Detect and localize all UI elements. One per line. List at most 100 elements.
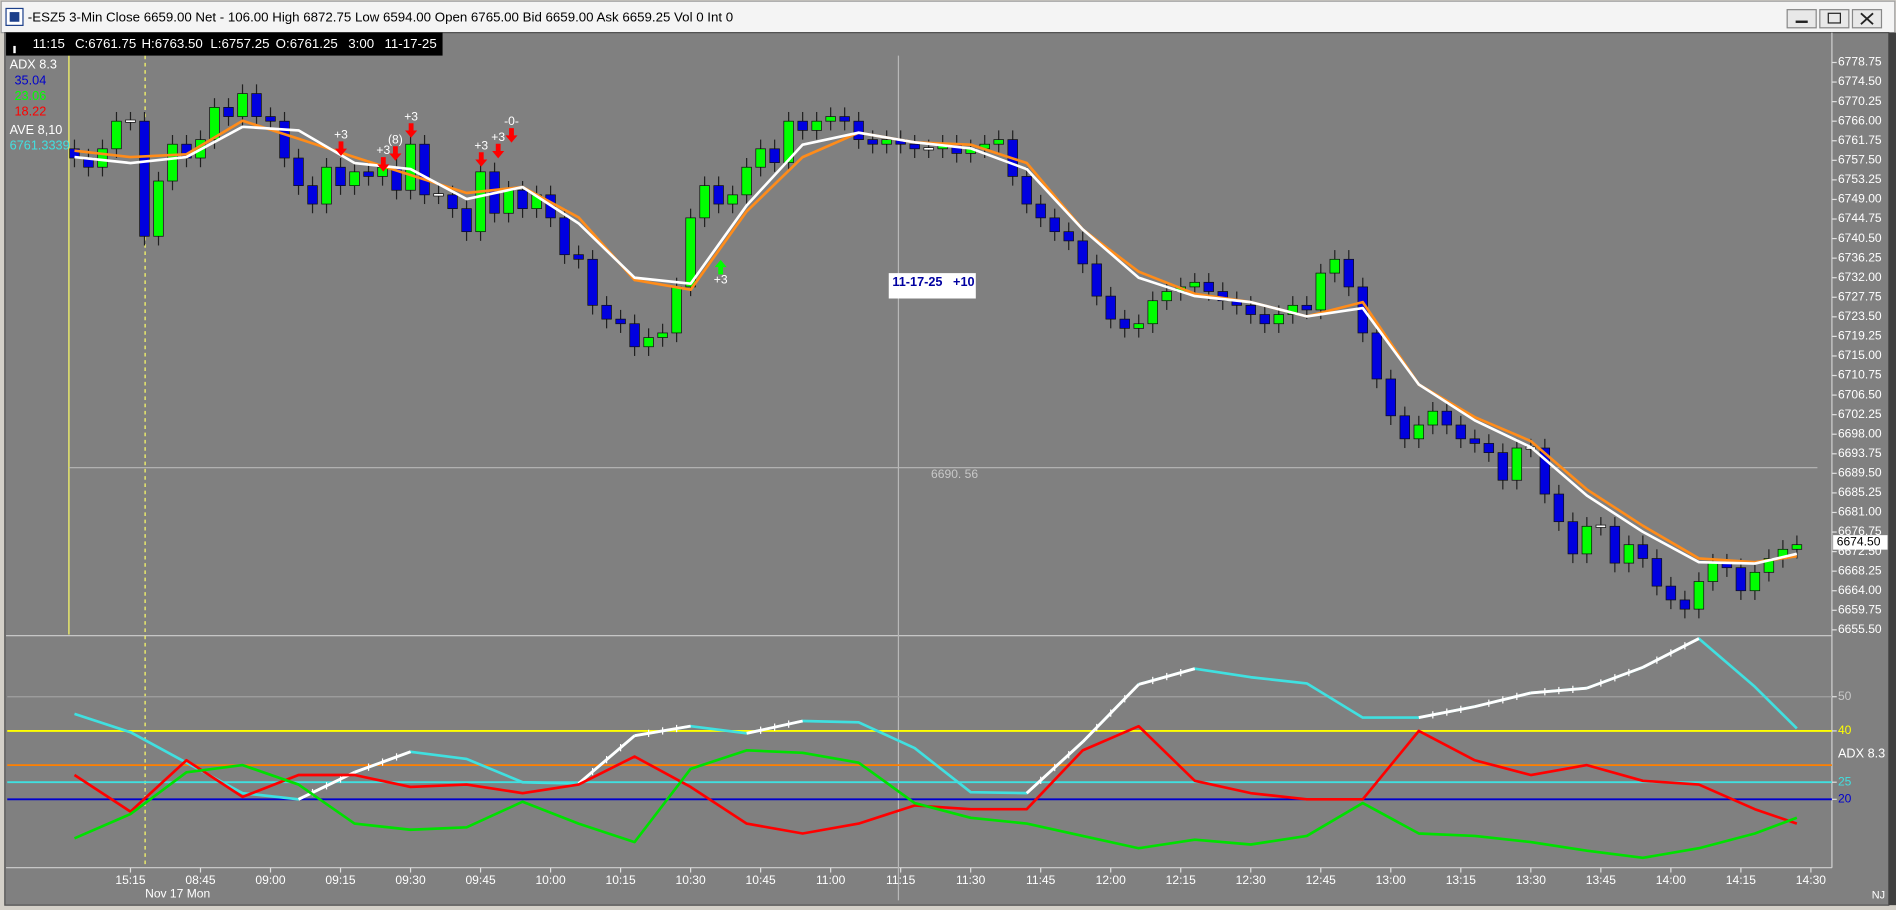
y-tick-label: 6723.50: [1838, 309, 1882, 323]
candle-body: [1427, 410, 1439, 426]
x-tick-label: 13:45: [1586, 873, 1617, 887]
x-tick-label: 12:45: [1306, 873, 1337, 887]
candle-body: [1763, 558, 1775, 573]
x-tick-label: 14:00: [1656, 873, 1687, 887]
info-open: O:6761.25: [276, 36, 338, 51]
candle-body: [1651, 558, 1663, 587]
candle-body: [1371, 332, 1382, 380]
y-tick-label: 6744.75: [1838, 211, 1882, 225]
candle-body: [1665, 585, 1677, 601]
candle-body: [755, 148, 766, 168]
x-tick-label: 12:15: [1166, 873, 1197, 887]
info-high: H:6763.50: [141, 36, 202, 51]
signal-label: +3: [714, 273, 728, 287]
study-label: 23.06: [15, 89, 47, 103]
candle-body: [447, 194, 458, 210]
candle-body: [1315, 272, 1326, 311]
window-title: -ESZ5 3-Min Close 6659.00 Net - 106.00 H…: [28, 10, 733, 25]
x-tick-label: 15:15: [115, 873, 146, 887]
x-tick-label: 09:15: [325, 873, 356, 887]
close-glyph: [1860, 12, 1874, 25]
x-tick-label: 14:15: [1726, 873, 1757, 887]
y-tick-label: 6770.25: [1838, 94, 1882, 108]
candle-body: [419, 143, 430, 196]
candle-body: [601, 304, 612, 320]
candle-body: [1133, 323, 1144, 329]
study-label: 18.22: [15, 105, 47, 119]
signal-label: +3: [404, 109, 418, 123]
candle-body: [1749, 571, 1761, 592]
candle-body: [1077, 240, 1088, 265]
candle-body: [727, 194, 738, 205]
candle-body: [1161, 291, 1172, 302]
restore-glyph: [1827, 12, 1841, 24]
app-icon-glyph: [9, 12, 20, 22]
candle-body: [1679, 599, 1691, 610]
right-edge: [1888, 32, 1896, 906]
x-tick-label: 11:15: [886, 873, 916, 887]
study-label: 6761.3339: [10, 139, 70, 153]
x-tick-label: 09:00: [255, 873, 286, 887]
candle-body: [517, 189, 528, 210]
signal-label: (8): [388, 132, 403, 146]
candle-body: [1413, 424, 1425, 440]
info-close: C:6761.75: [75, 36, 136, 51]
candle-body: [1091, 263, 1102, 297]
restore-button[interactable]: [1819, 9, 1850, 29]
candle-body: [1329, 258, 1340, 274]
y-tick-label: 6778.75: [1838, 55, 1882, 69]
y-tick-label: 6681.00: [1838, 505, 1882, 519]
candle-body: [797, 120, 808, 131]
candle-body: [923, 147, 934, 151]
minimize-button[interactable]: [1786, 9, 1817, 29]
signal-label: +3: [474, 138, 488, 152]
x-tick-label: 10:00: [535, 873, 566, 887]
candle-body: [671, 286, 682, 334]
candle-body: [993, 139, 1004, 145]
x-tick-label: 13:15: [1446, 873, 1477, 887]
x-tick-label: 14:30: [1796, 873, 1827, 887]
info-interval: 3:00: [348, 36, 374, 51]
crosshair-label: 6690. 56: [931, 467, 978, 481]
info-date: 11-17-25: [385, 36, 437, 51]
candle-body: [629, 323, 640, 348]
info-bar: [6, 32, 443, 56]
signal-arrow: [475, 152, 488, 167]
candle-body: [1441, 410, 1453, 426]
y-tick-label: 6698.00: [1838, 426, 1882, 440]
candle-body: [1147, 300, 1158, 325]
y-tick-label: 25: [1838, 774, 1852, 788]
candle-body: [1301, 304, 1312, 311]
y-tick-label: 6761.75: [1838, 133, 1882, 147]
y-tick-label: 6749.00: [1838, 192, 1882, 206]
candle-body: [335, 166, 346, 186]
candle-body: [475, 171, 486, 233]
candle-body: [839, 116, 850, 122]
signal-arrow: [377, 157, 390, 172]
candle-body: [307, 185, 318, 205]
candle-body: [167, 143, 178, 182]
last-price-tag: [1833, 535, 1888, 550]
signal-arrow: [405, 123, 418, 138]
candle-body: [825, 116, 836, 122]
indicator-line: [74, 119, 1798, 564]
candle-body: [139, 120, 150, 237]
candle-body: [559, 217, 570, 256]
candle-body: [461, 208, 472, 233]
x-tick-label: 08:45: [185, 873, 216, 887]
x-tick-label: 10:45: [746, 873, 777, 887]
candle-body: [1105, 295, 1116, 320]
candle-body: [1791, 544, 1803, 550]
y-tick-label: 6757.50: [1838, 153, 1882, 167]
candle-body: [111, 120, 122, 150]
candle-body: [1567, 521, 1579, 555]
signal-arrow: [505, 128, 518, 143]
info-time: 11:15: [33, 36, 65, 51]
candle-body: [321, 166, 332, 205]
candle-body: [1497, 452, 1509, 481]
signal-label: -0-: [504, 114, 519, 128]
x-tick-label: 09:45: [465, 873, 496, 887]
candle-body: [1203, 281, 1214, 292]
signal-arrow: [389, 146, 402, 161]
